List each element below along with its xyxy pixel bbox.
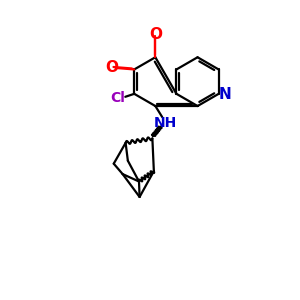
Text: N: N <box>219 87 232 102</box>
Text: NH: NH <box>154 116 177 130</box>
Text: O: O <box>105 61 118 76</box>
Text: O: O <box>149 28 162 43</box>
Text: Cl: Cl <box>110 91 125 105</box>
